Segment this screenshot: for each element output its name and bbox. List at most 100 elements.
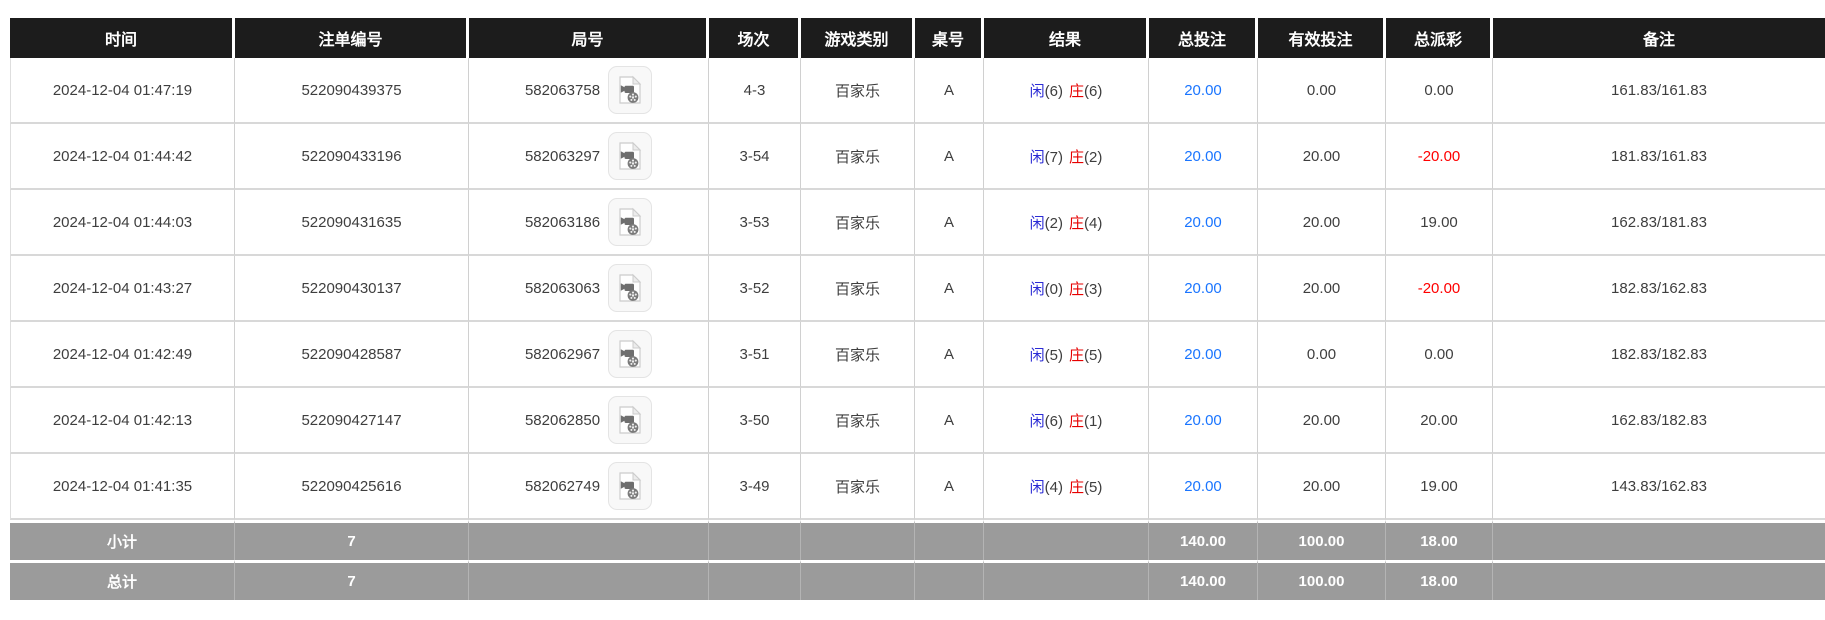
cell-total-payout: -20.00	[1386, 124, 1493, 190]
banker-result-label: 庄	[1069, 280, 1085, 298]
cell-table-no: A	[915, 388, 984, 454]
player-result-score: (4)	[1044, 478, 1063, 496]
banker-result-label: 庄	[1069, 214, 1085, 232]
summary-count: 7	[235, 560, 469, 600]
summary-empty-table	[915, 520, 984, 560]
summary-empty-result	[984, 560, 1149, 600]
banker-result-score: (5)	[1084, 346, 1103, 364]
player-result-score: (2)	[1044, 214, 1063, 232]
total-bet-value[interactable]: 20.00	[1184, 411, 1222, 429]
total-bet-value[interactable]: 20.00	[1184, 345, 1222, 363]
cell-total-bet: 20.00	[1149, 58, 1258, 124]
video-replay-icon	[619, 75, 642, 104]
cell-valid-bet: 20.00	[1258, 124, 1386, 190]
table-row: 2024-12-04 01:44:42 522090433196 582063297…	[10, 124, 1825, 190]
total-bet-value[interactable]: 20.00	[1184, 147, 1222, 165]
summary-valid-bet: 100.00	[1258, 520, 1386, 560]
player-result-label: 闲	[1029, 478, 1045, 496]
cell-result: 闲(5) 庄(5)	[984, 322, 1149, 388]
bet-records-panel: 时间 注单编号 局号 场次 游戏类别 桌号 结果 总投注 有效投注 总派彩 备注 2024-12-0…	[10, 18, 1825, 600]
summary-label: 小计	[10, 520, 235, 560]
cell-total-bet: 20.00	[1149, 256, 1258, 322]
banker-result-score: (3)	[1084, 280, 1103, 298]
round-no-value: 582063063	[524, 279, 601, 297]
total-bet-value[interactable]: 20.00	[1184, 213, 1222, 231]
cell-total-payout: 20.00	[1386, 388, 1493, 454]
cell-total-bet: 20.00	[1149, 124, 1258, 190]
cell-bet-no: 522090433196	[235, 124, 469, 190]
column-header-round-no: 局号	[469, 18, 709, 58]
banker-result-label: 庄	[1069, 346, 1085, 364]
summary-empty-session	[709, 520, 801, 560]
cell-bet-no: 522090427147	[235, 388, 469, 454]
round-no-value: 582062850	[524, 411, 601, 429]
summary-empty-remark	[1493, 560, 1825, 600]
player-result-score: (7)	[1044, 148, 1063, 166]
cell-table-no: A	[915, 322, 984, 388]
table-row: 2024-12-04 01:42:13 522090427147 582062850…	[10, 388, 1825, 454]
banker-result-score: (1)	[1084, 412, 1103, 430]
video-replay-button[interactable]	[608, 264, 653, 312]
cell-bet-no: 522090425616	[235, 454, 469, 520]
video-replay-button[interactable]	[608, 198, 653, 246]
player-result-score: (6)	[1044, 82, 1063, 100]
cell-result: 闲(7) 庄(2)	[984, 124, 1149, 190]
banker-result-label: 庄	[1069, 148, 1085, 166]
total-bet-value[interactable]: 20.00	[1184, 81, 1222, 99]
video-replay-button[interactable]	[608, 66, 653, 114]
cell-result: 闲(6) 庄(6)	[984, 58, 1149, 124]
cell-total-payout: -20.00	[1386, 256, 1493, 322]
column-header-table-no: 桌号	[915, 18, 984, 58]
cell-game-type: 百家乐	[801, 322, 915, 388]
banker-result-score: (5)	[1084, 478, 1103, 496]
cell-total-bet: 20.00	[1149, 388, 1258, 454]
video-replay-button[interactable]	[608, 132, 653, 180]
banker-result-label: 庄	[1069, 412, 1085, 430]
cell-valid-bet: 0.00	[1258, 58, 1386, 124]
cell-session: 3-51	[709, 322, 801, 388]
cell-round-no: 582062850	[469, 388, 709, 454]
round-no-group: 582063758	[525, 66, 653, 114]
cell-table-no: A	[915, 58, 984, 124]
total-bet-value[interactable]: 20.00	[1184, 279, 1222, 297]
header-row: 时间 注单编号 局号 场次 游戏类别 桌号 结果 总投注 有效投注 总派彩 备注	[10, 18, 1825, 58]
cell-bet-no: 522090439375	[235, 58, 469, 124]
video-replay-icon	[619, 141, 642, 170]
cell-session: 3-49	[709, 454, 801, 520]
cell-time: 2024-12-04 01:42:13	[10, 388, 235, 454]
column-header-bet-no: 注单编号	[235, 18, 469, 58]
summary-count: 7	[235, 520, 469, 560]
video-replay-icon	[619, 405, 642, 434]
video-replay-button[interactable]	[608, 396, 653, 444]
cell-game-type: 百家乐	[801, 388, 915, 454]
video-replay-icon	[619, 471, 642, 500]
cell-result: 闲(2) 庄(4)	[984, 190, 1149, 256]
player-result-score: (5)	[1044, 346, 1063, 364]
cell-valid-bet: 20.00	[1258, 454, 1386, 520]
table-header: 时间 注单编号 局号 场次 游戏类别 桌号 结果 总投注 有效投注 总派彩 备注	[10, 18, 1825, 58]
player-result-score: (0)	[1044, 280, 1063, 298]
cell-remark: 182.83/182.83	[1493, 322, 1825, 388]
cell-time: 2024-12-04 01:41:35	[10, 454, 235, 520]
cell-time: 2024-12-04 01:42:49	[10, 322, 235, 388]
cell-result: 闲(4) 庄(5)	[984, 454, 1149, 520]
cell-remark: 162.83/182.83	[1493, 388, 1825, 454]
total-bet-value[interactable]: 20.00	[1184, 477, 1222, 495]
summary-empty-round	[469, 560, 709, 600]
cell-bet-no: 522090431635	[235, 190, 469, 256]
cell-valid-bet: 0.00	[1258, 322, 1386, 388]
round-no-value: 582062749	[524, 477, 601, 495]
summary-empty-result	[984, 520, 1149, 560]
summary-empty-game	[801, 560, 915, 600]
table-row: 2024-12-04 01:42:49 522090428587 582062967…	[10, 322, 1825, 388]
column-header-time: 时间	[10, 18, 235, 58]
video-replay-button[interactable]	[608, 462, 653, 510]
column-header-valid-bet: 有效投注	[1258, 18, 1386, 58]
round-no-group: 582063063	[524, 264, 653, 312]
cell-bet-no: 522090430137	[235, 256, 469, 322]
video-replay-button[interactable]	[608, 330, 653, 378]
cell-remark: 162.83/181.83	[1493, 190, 1825, 256]
cell-total-payout: 19.00	[1386, 190, 1493, 256]
column-header-session: 场次	[709, 18, 801, 58]
table-row: 2024-12-04 01:43:27 522090430137 582063063…	[10, 256, 1825, 322]
